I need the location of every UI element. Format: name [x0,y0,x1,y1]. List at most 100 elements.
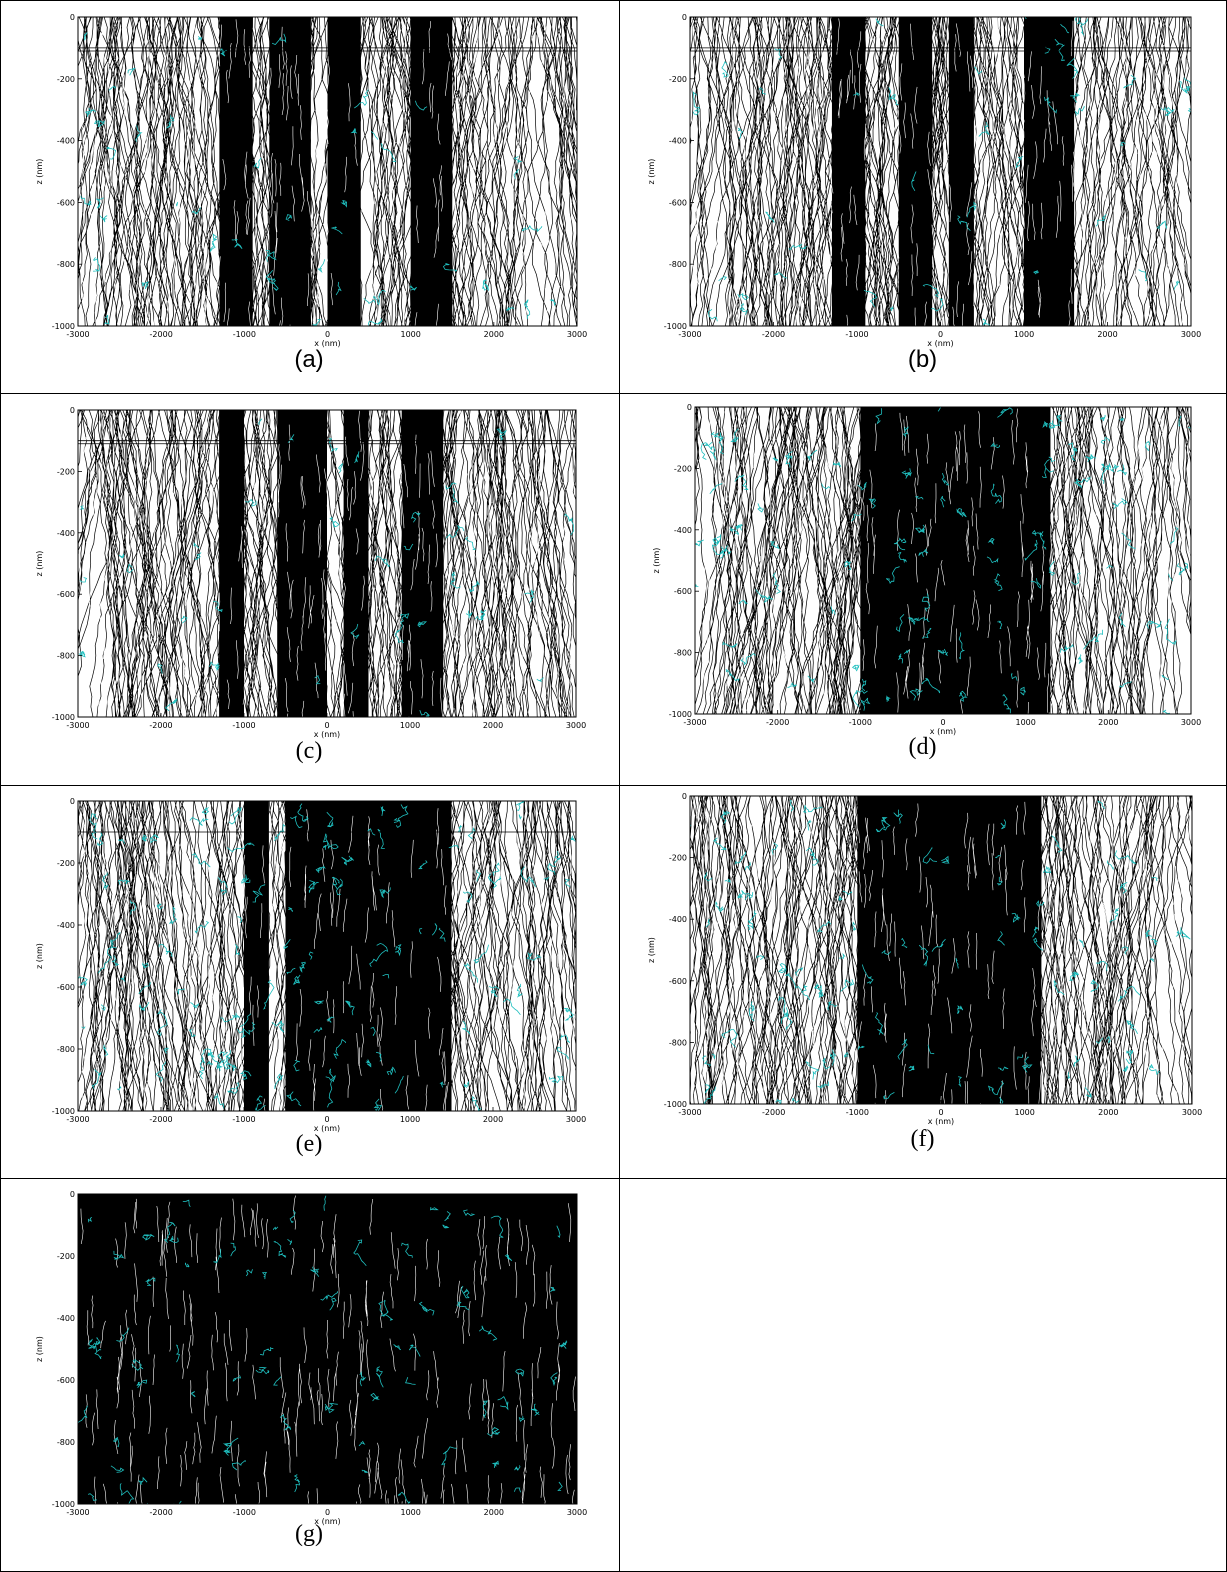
dense-track-band [860,407,1051,714]
dense-track-band [1024,17,1075,326]
x-tick-label: -3000 [66,1115,89,1124]
x-tick-label: -2000 [150,330,173,339]
x-tick-label: 1000 [400,721,420,730]
y-tick-label: -600 [57,1376,75,1385]
track-gaps [78,410,576,717]
y-tick-label: -200 [669,75,687,84]
y-tick-label: -200 [674,464,692,473]
x-tick-label: 3000 [1181,330,1201,339]
track-gaps [81,808,576,1111]
track-lines [690,796,1192,1104]
dense-track-band [78,1194,577,1504]
panel-caption: (e) [295,1131,323,1157]
x-tick-label: -3000 [66,330,89,339]
y-axis-label: z (nm) [35,943,44,969]
plot-frame [77,800,577,1112]
x-tick-label: -2000 [762,330,785,339]
x-tick-label: 2000 [484,330,504,339]
x-tick-label: -2000 [766,718,789,727]
panel-caption: (c) [295,738,323,764]
y-axis-label: z (nm) [647,159,656,185]
track-lines [690,17,1191,326]
y-tick-label: -1000 [52,1107,75,1116]
x-tick-label: 0 [324,1115,329,1124]
y-tick-label: 0 [70,797,75,806]
y-tick-label: -800 [57,652,75,661]
y-tick-label: -600 [669,198,687,207]
x-tick-label: 2000 [483,1115,503,1124]
x-tick-label: 2000 [1097,330,1117,339]
trajectory-layer [78,801,576,1111]
x-tick-label: 0 [938,330,943,339]
panel-caption: (f) [910,1126,935,1152]
highlighted-tracks [78,801,576,1111]
y-tick-label: -200 [57,859,75,868]
y-axis-label: z (nm) [647,937,656,963]
y-tick-label: -400 [57,529,75,538]
y-tick-label: 0 [682,792,687,801]
y-tick-label: -200 [57,467,75,476]
x-tick-label: -3000 [66,1508,89,1517]
x-tick-label: 3000 [1181,718,1201,727]
y-tick-label: -800 [57,1045,75,1054]
y-tick-label: -400 [669,137,687,146]
highlighted-tracks [78,1195,568,1504]
plot-frame [689,16,1192,327]
table-border-left [0,0,1,1572]
x-tick-label: 1000 [400,330,420,339]
x-tick-label: -1000 [232,1115,255,1124]
y-tick-label: -600 [674,587,692,596]
y-tick-label: 0 [70,1190,75,1199]
dense-track-band [898,17,933,326]
panel-caption: (d) [908,734,937,760]
x-tick-label: 1000 [400,1508,420,1517]
track-lines [78,17,577,326]
x-tick-label: 3000 [567,330,587,339]
dense-track-band [410,17,453,326]
track-lines [695,407,1191,714]
x-tick-label: 1000 [1015,718,1035,727]
y-tick-label: -600 [57,983,75,992]
table-divider-row-2 [0,785,1227,786]
track-gaps [690,17,1188,326]
dense-track-band [219,17,253,326]
dense-track-band [327,17,361,326]
dense-track-band [343,410,369,717]
y-axis-label: z (nm) [35,159,44,185]
x-tick-label: -1000 [846,1108,869,1117]
x-tick-label: -1000 [849,718,872,727]
trajectory-layer [78,17,577,326]
x-tick-label: 3000 [566,721,586,730]
y-tick-label: -400 [57,1314,75,1323]
y-tick-label: -400 [57,921,75,930]
trajectory-layer [78,1194,577,1504]
trajectory-layer [690,796,1192,1104]
trajectory-layer [78,410,576,717]
x-tick-label: 0 [940,718,945,727]
y-tick-label: -600 [57,198,75,207]
track-gaps [80,1195,576,1504]
y-tick-label: -800 [57,260,75,269]
plot-frame [77,409,577,718]
x-tick-label: -2000 [149,721,172,730]
y-tick-label: -1000 [52,322,75,331]
x-tick-label: 2000 [1098,1108,1118,1117]
highlighted-tracks [695,407,1191,714]
track-lines [78,410,576,717]
y-tick-label: -600 [57,590,75,599]
highlighted-tracks [78,418,575,717]
dense-track-band [831,17,866,326]
panel-caption: (b) [907,346,938,373]
track-gaps [78,18,577,326]
y-tick-label: -1000 [52,713,75,722]
x-tick-label: -3000 [678,1108,701,1117]
x-tick-label: -1000 [233,330,256,339]
y-axis-label: z (nm) [35,1336,44,1362]
y-tick-label: -400 [669,915,687,924]
y-tick-label: -600 [669,977,687,986]
x-tick-label: 3000 [1182,1108,1202,1117]
y-tick-label: -800 [674,649,692,658]
